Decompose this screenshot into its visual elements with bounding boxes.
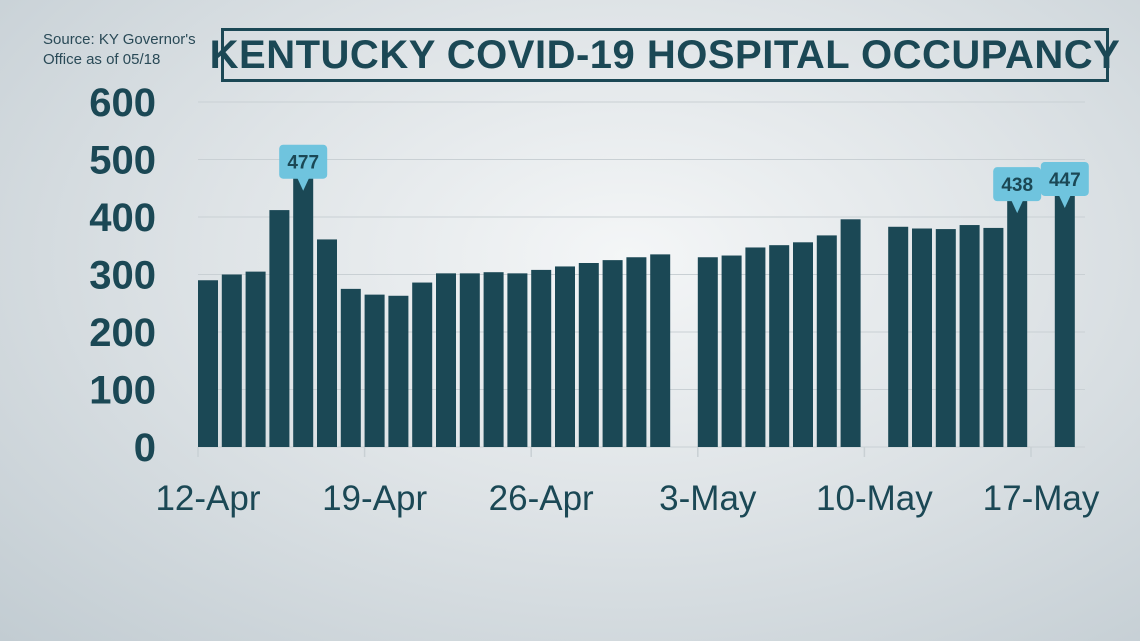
bar-28-Apr (578, 263, 599, 447)
callout-pointer (297, 177, 310, 191)
bar-19-Apr (364, 294, 385, 447)
bars (198, 172, 1075, 447)
y-tick-label: 0 (134, 426, 156, 470)
bar-26-Apr (531, 269, 552, 447)
bar-24-Apr (483, 272, 504, 447)
bar-6-May (769, 245, 790, 447)
y-tick-label: 400 (89, 196, 156, 240)
y-tick-label: 200 (89, 311, 156, 355)
bar-13-May (935, 229, 956, 447)
bar-29-Apr (602, 260, 623, 447)
callout-16-May: 438 (993, 167, 1042, 214)
chart-title: KENTUCKY COVID-19 HOSPITAL OCCUPANCY (209, 32, 1121, 77)
x-tick-label: 19-Apr (322, 479, 427, 518)
bar-1-May (650, 254, 671, 447)
source-note: Source: KY Governor's Office as of 05/18 (43, 31, 196, 68)
y-tick-label: 500 (89, 139, 156, 183)
callout-label: 477 (287, 153, 319, 174)
x-axis: 12-Apr 19-Apr 26-Apr 3-May 10-May 17-May (155, 447, 1100, 518)
callout-pointer (1058, 194, 1071, 208)
callout-label: 447 (1049, 170, 1081, 191)
bar-12-Apr (198, 280, 218, 447)
callout-box (1040, 161, 1089, 196)
x-tick-label: 10-May (816, 479, 933, 518)
bar-12-May (912, 228, 932, 447)
bar-15-Apr (269, 210, 290, 447)
y-tick-label: 300 (89, 254, 156, 298)
bar-21-Apr (412, 282, 433, 447)
bar-3-May (697, 257, 718, 447)
bar-22-Apr (436, 273, 456, 447)
y-tick-label: 100 (89, 369, 156, 413)
bar-23-Apr (459, 273, 480, 447)
callout-pointer (1011, 200, 1024, 214)
bar-11-May (888, 226, 909, 447)
bar-5-May (745, 247, 766, 447)
callout-18-May: 447 (1040, 161, 1089, 208)
bar-17-Apr (317, 239, 337, 447)
callout-label: 438 (1001, 175, 1033, 196)
bar-15-May (983, 227, 1004, 447)
x-tick-label: 12-Apr (155, 479, 260, 518)
callout-16-Apr: 477 (279, 144, 328, 191)
bar-16-May (1007, 195, 1028, 447)
bar-18-Apr (340, 288, 361, 447)
bar-4-May (721, 255, 742, 447)
value-callouts: 477 438 447 (279, 144, 1089, 214)
bar-13-Apr (221, 274, 242, 447)
y-axis: 0 100 200 300 400 500 600 (89, 81, 156, 470)
bar-9-May (840, 219, 861, 447)
y-tick-label: 600 (89, 81, 156, 125)
bar-14-Apr (245, 271, 266, 447)
bar-25-Apr (507, 273, 528, 447)
callout-box (279, 144, 328, 179)
bar-16-Apr (293, 172, 314, 447)
bar-8-May (816, 235, 837, 447)
x-tick-label: 3-May (659, 479, 757, 518)
bar-14-May (959, 225, 980, 447)
x-tick-label: 26-Apr (489, 479, 594, 518)
callout-box (993, 167, 1042, 202)
bar-18-May (1054, 189, 1075, 447)
bar-30-Apr (626, 257, 647, 447)
bar-27-Apr (555, 266, 575, 447)
bar-7-May (793, 242, 813, 447)
x-tick-label: 17-May (983, 479, 1100, 518)
chart-title-box: KENTUCKY COVID-19 HOSPITAL OCCUPANCY (210, 28, 1120, 82)
bar-20-Apr (388, 295, 409, 447)
